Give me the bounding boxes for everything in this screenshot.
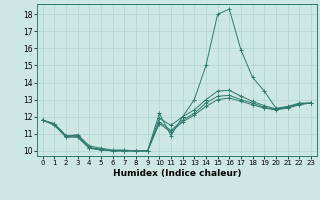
X-axis label: Humidex (Indice chaleur): Humidex (Indice chaleur) — [113, 169, 241, 178]
